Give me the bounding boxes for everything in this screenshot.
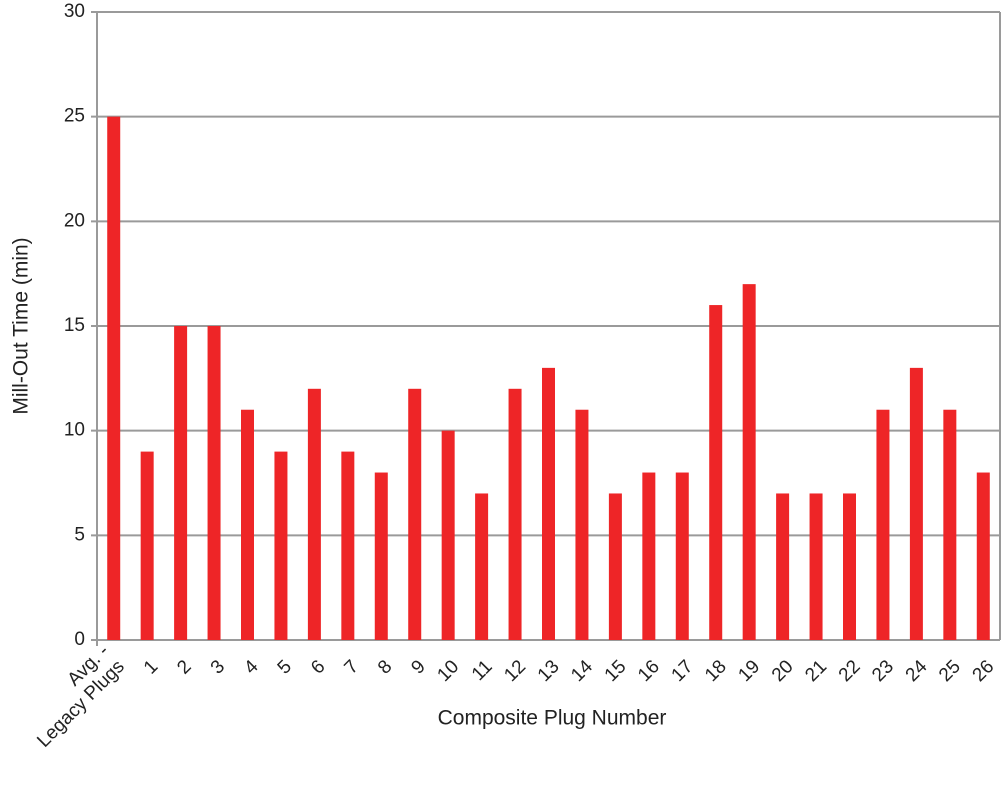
x-tick-label: 19 bbox=[734, 656, 764, 686]
bar bbox=[675, 472, 689, 640]
bar bbox=[542, 367, 555, 640]
bar bbox=[508, 388, 522, 640]
x-tick-label: 5 bbox=[274, 656, 296, 678]
bar bbox=[642, 472, 656, 640]
x-tick-label: 7 bbox=[341, 656, 363, 678]
x-tick-label: 20 bbox=[768, 656, 798, 686]
x-tick-label: 1 bbox=[140, 656, 162, 678]
bar bbox=[943, 409, 957, 640]
x-tick-label: 25 bbox=[935, 656, 965, 686]
x-tick-label: 2 bbox=[173, 656, 195, 678]
x-tick-label: 4 bbox=[240, 656, 263, 679]
x-tick-label: 24 bbox=[902, 656, 932, 686]
bar bbox=[709, 305, 723, 640]
x-tick-label: 18 bbox=[701, 656, 731, 686]
x-tick-label: 16 bbox=[634, 656, 664, 686]
bar bbox=[374, 472, 388, 640]
x-tick-label: 3 bbox=[207, 656, 229, 678]
bar bbox=[107, 116, 121, 640]
x-tick-label: 22 bbox=[835, 656, 865, 686]
bar bbox=[575, 409, 589, 640]
x-tick-label: Avg. -Legacy Plugs bbox=[18, 641, 129, 752]
x-tick-label: 21 bbox=[801, 656, 831, 686]
x-tick-label: 8 bbox=[374, 656, 396, 678]
y-tick-label: 30 bbox=[64, 1, 85, 22]
x-tick-label: 14 bbox=[567, 656, 597, 686]
bar bbox=[876, 409, 890, 640]
bar bbox=[909, 367, 923, 640]
x-tick-label: 10 bbox=[433, 656, 463, 686]
bar bbox=[809, 493, 823, 640]
bar bbox=[307, 388, 321, 640]
bar bbox=[207, 326, 221, 640]
x-tick-label: 6 bbox=[307, 656, 329, 678]
x-tick-label: 17 bbox=[668, 656, 698, 686]
y-tick-label: 5 bbox=[74, 524, 85, 545]
bar bbox=[408, 388, 422, 640]
bar bbox=[140, 451, 154, 640]
x-tick-label: 11 bbox=[468, 656, 497, 685]
bar bbox=[776, 493, 790, 640]
x-tick-label: 23 bbox=[868, 656, 898, 686]
bar bbox=[976, 472, 990, 640]
y-axis-title: Mill-Out Time (min) bbox=[10, 237, 33, 414]
x-axis-title: Composite Plug Number bbox=[438, 707, 667, 730]
bar bbox=[742, 284, 756, 640]
y-tick-label: 25 bbox=[64, 106, 85, 127]
y-tick-label: 10 bbox=[64, 420, 85, 441]
y-tick-label: 15 bbox=[64, 315, 85, 336]
x-tick-label: 26 bbox=[969, 656, 999, 686]
bar bbox=[475, 493, 489, 640]
x-tick-label: 13 bbox=[534, 656, 564, 686]
x-tick-label: 15 bbox=[601, 656, 631, 686]
x-tick-label: 12 bbox=[500, 656, 530, 686]
bar bbox=[608, 493, 622, 640]
bar bbox=[241, 409, 254, 640]
bar bbox=[174, 326, 188, 640]
bar bbox=[274, 451, 288, 640]
bar bbox=[843, 493, 856, 640]
bar bbox=[341, 451, 355, 640]
y-tick-label: 20 bbox=[64, 210, 85, 231]
x-tick-label: 9 bbox=[407, 656, 429, 678]
y-tick-label: 0 bbox=[74, 629, 85, 650]
bar bbox=[441, 430, 455, 640]
